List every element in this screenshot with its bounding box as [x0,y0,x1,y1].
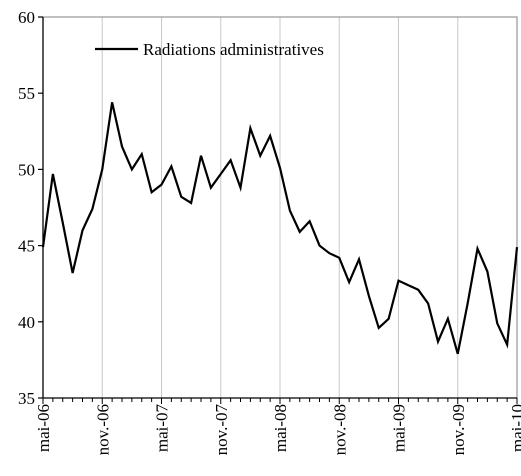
y-tick-label: 40 [18,313,35,332]
x-tick-label: nov.-06 [93,404,112,455]
y-tick-label: 55 [18,84,35,103]
y-tick-label: 50 [18,160,35,179]
x-tick-label: nov.-09 [449,404,468,455]
x-tick-label: mai-07 [153,404,172,453]
x-tick-label: mai-10 [508,404,521,452]
y-tick-label: 45 [18,237,35,256]
grid-layer [101,17,518,398]
series-layer [41,102,519,355]
x-tick-label: mai-06 [34,404,53,452]
series-line-radiations-administratives [41,102,519,355]
x-tick-label: mai-08 [271,404,290,452]
legend-label-radiations-administratives: Radiations administratives [143,40,324,59]
x-tick-label: mai-09 [390,404,409,452]
legend: Radiations administratives [95,40,324,59]
y-tick-label: 60 [18,8,35,27]
x-tick-label: nov.-08 [330,404,349,455]
y-tick-label: 35 [18,389,35,408]
x-tick-label: nov.-07 [212,404,231,456]
axis-layer: 35 40 45 50 55 60 mai-06 nov.-06 mai-07 nov.-07 ma… [18,8,521,455]
